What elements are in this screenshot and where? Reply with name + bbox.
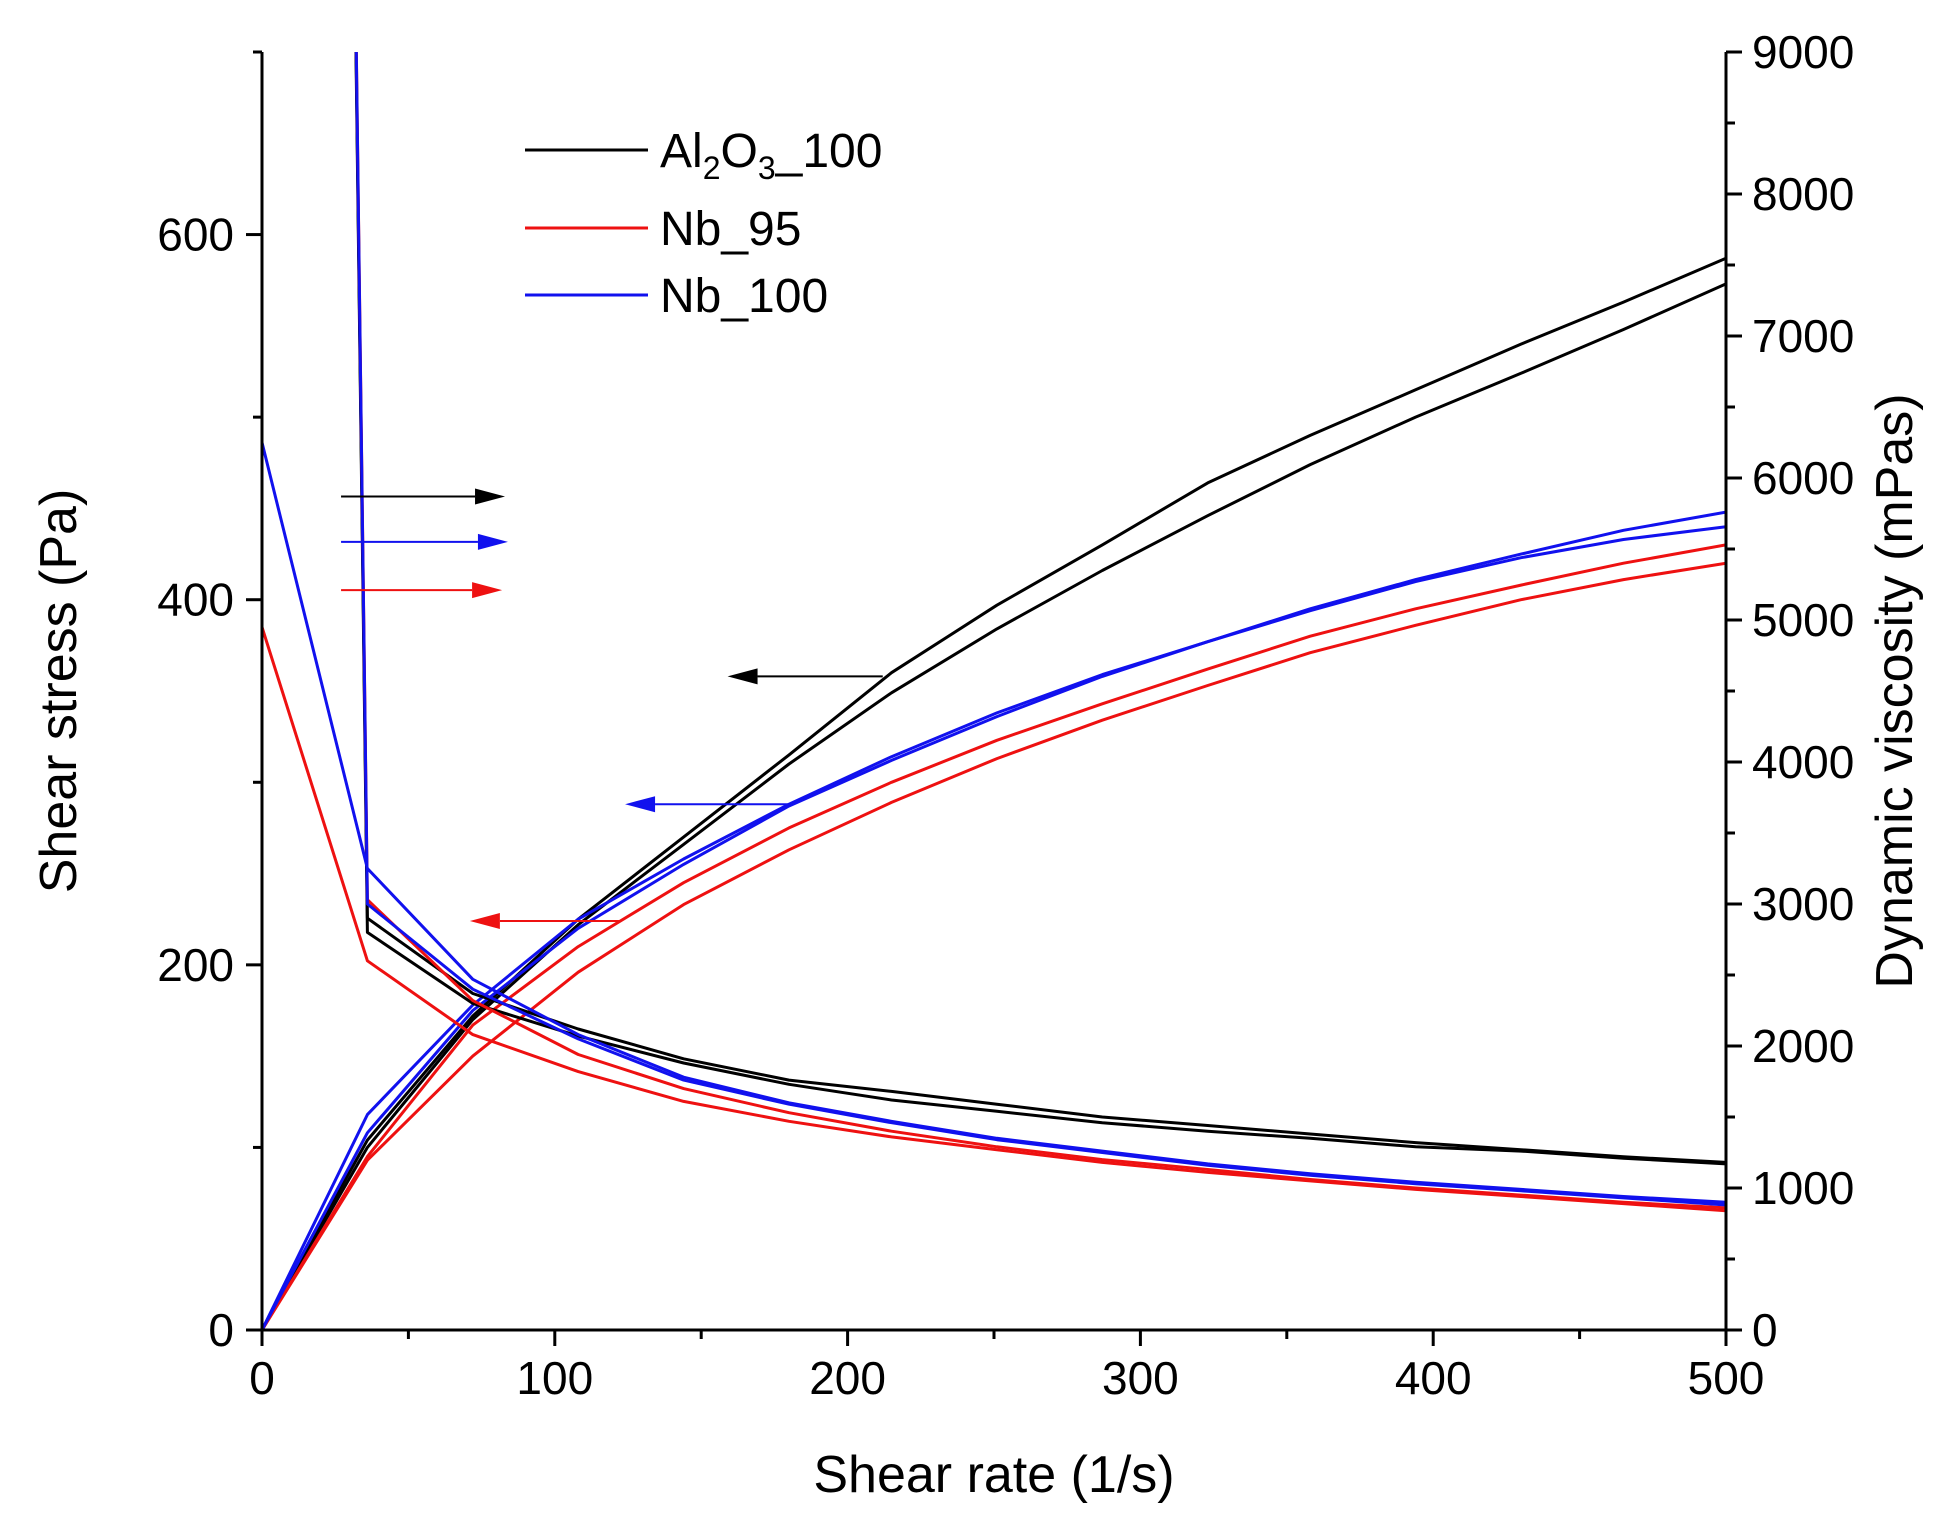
y-tick-label: 0 — [208, 1304, 234, 1356]
legend: Al2O3_100 Nb_95 Nb_100 — [525, 125, 882, 323]
arrow-left-nb-95 — [469, 913, 620, 930]
y2-tick-label: 0 — [1752, 1304, 1778, 1356]
left-axis-ticks: 0 200 400 600 — [157, 50, 262, 1356]
x-tick-label: 300 — [1102, 1352, 1179, 1404]
arrow-right-al2o3-100 — [341, 488, 506, 505]
x-tick-label: 0 — [249, 1352, 275, 1404]
legend-al2o3-sub1: 2 — [703, 150, 721, 186]
y-tick-label: 400 — [157, 574, 234, 626]
arrow-head — [625, 796, 656, 813]
legend-al2o3-base: Al — [660, 125, 703, 178]
y-axis-title: Shear stress (Pa) — [30, 489, 88, 894]
arrow-head — [469, 913, 500, 930]
arrow-left-nb-100 — [625, 796, 790, 813]
arrow-head — [727, 668, 758, 685]
y2-tick-label: 1000 — [1752, 1162, 1854, 1214]
legend-label-nb95: Nb_95 — [660, 203, 801, 256]
y-tick-label: 600 — [157, 209, 234, 261]
x-axis-ticks: 0 100 200 300 400 500 — [249, 1330, 1764, 1404]
y-tick-label: 200 — [157, 939, 234, 991]
legend-label-nb100: Nb_100 — [660, 270, 828, 323]
series-line-nb-95-shear-stress-down — [262, 561, 1726, 1330]
series-line-nb-95-shear-stress-up — [262, 543, 1726, 1330]
legend-al2o3-mid: O — [720, 125, 757, 178]
series-line-nb-100-shear-stress-down — [262, 525, 1726, 1330]
y2-tick-label: 3000 — [1752, 878, 1854, 930]
y2-tick-label: 7000 — [1752, 310, 1854, 362]
y2-tick-label: 2000 — [1752, 1020, 1854, 1072]
x-tick-label: 200 — [809, 1352, 886, 1404]
legend-al2o3-rest: _100 — [775, 125, 883, 178]
series-line-al2o3-100-shear-stress-up — [262, 256, 1726, 1330]
series-lines — [262, 52, 1726, 1330]
legend-al2o3-sub2: 3 — [758, 150, 776, 186]
x-axis-title: Shear rate (1/s) — [813, 1446, 1174, 1504]
x-tick-label: 500 — [1688, 1352, 1765, 1404]
arrow-head — [472, 582, 503, 599]
series-line-al2o3-100-shear-stress-down — [262, 282, 1726, 1330]
arrow-right-nb-100 — [341, 533, 508, 550]
series-line-nb-95-viscosity-down — [262, 626, 1726, 1213]
series-line-al2o3-100-viscosity-up — [354, 52, 1726, 1164]
y2-tick-label: 9000 — [1752, 26, 1854, 78]
y2-tick-label: 8000 — [1752, 168, 1854, 220]
series-line-al2o3-100-viscosity-down — [354, 52, 1726, 1166]
y2-tick-label: 6000 — [1752, 452, 1854, 504]
series-line-nb-100-viscosity-down — [262, 442, 1726, 1204]
arrow-head — [477, 533, 508, 550]
y2-axis-title: Dynamic viscosity (mPas) — [1866, 393, 1924, 988]
series-line-nb-100-shear-stress-up — [262, 510, 1726, 1330]
axis-arrows — [341, 488, 883, 930]
legend-label-al2o3: Al2O3_100 — [660, 125, 882, 186]
x-tick-label: 100 — [516, 1352, 593, 1404]
y2-tick-label: 4000 — [1752, 736, 1854, 788]
y2-tick-label: 5000 — [1752, 594, 1854, 646]
arrow-left-al2o3-100 — [727, 668, 883, 685]
arrow-right-nb-95 — [341, 582, 503, 599]
arrow-head — [475, 488, 506, 505]
x-tick-label: 400 — [1395, 1352, 1472, 1404]
right-axis-ticks: 0 1000 2000 3000 4000 5000 6000 7000 8000 9000 — [1726, 26, 1854, 1356]
